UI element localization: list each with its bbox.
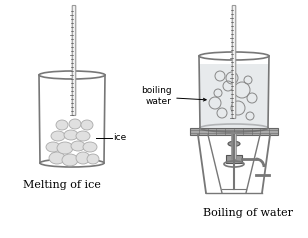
Ellipse shape bbox=[49, 152, 65, 164]
Ellipse shape bbox=[51, 131, 65, 141]
Ellipse shape bbox=[83, 142, 97, 152]
Ellipse shape bbox=[69, 119, 81, 129]
FancyBboxPatch shape bbox=[232, 5, 236, 119]
Ellipse shape bbox=[81, 120, 93, 130]
Text: boiling
water: boiling water bbox=[141, 86, 172, 106]
Text: Melting of ice: Melting of ice bbox=[23, 180, 101, 190]
Ellipse shape bbox=[46, 142, 60, 152]
Ellipse shape bbox=[56, 120, 68, 130]
FancyBboxPatch shape bbox=[190, 128, 278, 135]
Ellipse shape bbox=[57, 142, 73, 154]
FancyBboxPatch shape bbox=[72, 5, 76, 115]
Polygon shape bbox=[199, 64, 269, 128]
Ellipse shape bbox=[76, 131, 90, 141]
Ellipse shape bbox=[228, 141, 240, 146]
Text: ice: ice bbox=[113, 134, 126, 143]
Ellipse shape bbox=[87, 154, 99, 164]
Ellipse shape bbox=[76, 152, 90, 164]
FancyBboxPatch shape bbox=[226, 155, 242, 163]
Ellipse shape bbox=[64, 130, 78, 140]
Ellipse shape bbox=[62, 154, 78, 166]
Ellipse shape bbox=[71, 141, 85, 151]
Text: Boiling of water: Boiling of water bbox=[203, 208, 293, 218]
